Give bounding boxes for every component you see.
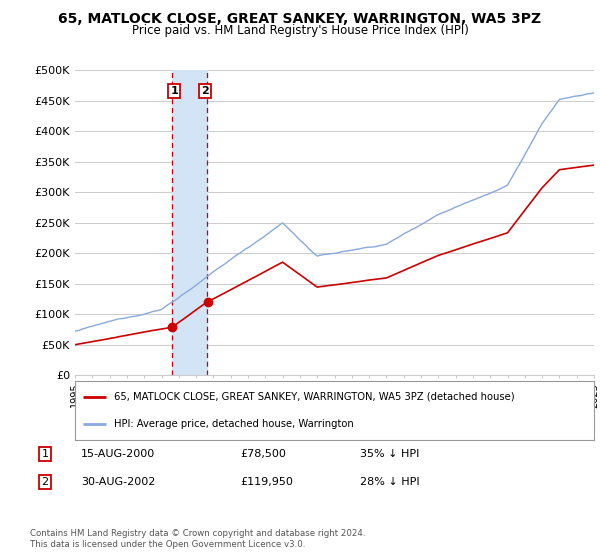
Text: 30-AUG-2002: 30-AUG-2002	[81, 477, 155, 487]
Text: 2: 2	[41, 477, 49, 487]
Text: 2: 2	[202, 86, 209, 96]
Text: 1: 1	[41, 449, 49, 459]
Text: 15-AUG-2000: 15-AUG-2000	[81, 449, 155, 459]
Text: HPI: Average price, detached house, Warrington: HPI: Average price, detached house, Warr…	[114, 419, 353, 429]
Text: 1: 1	[170, 86, 178, 96]
Text: 28% ↓ HPI: 28% ↓ HPI	[360, 477, 419, 487]
Text: 35% ↓ HPI: 35% ↓ HPI	[360, 449, 419, 459]
Text: 65, MATLOCK CLOSE, GREAT SANKEY, WARRINGTON, WA5 3PZ (detached house): 65, MATLOCK CLOSE, GREAT SANKEY, WARRING…	[114, 391, 515, 402]
Text: £78,500: £78,500	[240, 449, 286, 459]
Bar	[172, 70, 208, 375]
Text: Price paid vs. HM Land Registry's House Price Index (HPI): Price paid vs. HM Land Registry's House …	[131, 24, 469, 37]
Text: 65, MATLOCK CLOSE, GREAT SANKEY, WARRINGTON, WA5 3PZ: 65, MATLOCK CLOSE, GREAT SANKEY, WARRING…	[58, 12, 542, 26]
Text: Contains HM Land Registry data © Crown copyright and database right 2024.
This d: Contains HM Land Registry data © Crown c…	[30, 529, 365, 549]
Text: £119,950: £119,950	[240, 477, 293, 487]
